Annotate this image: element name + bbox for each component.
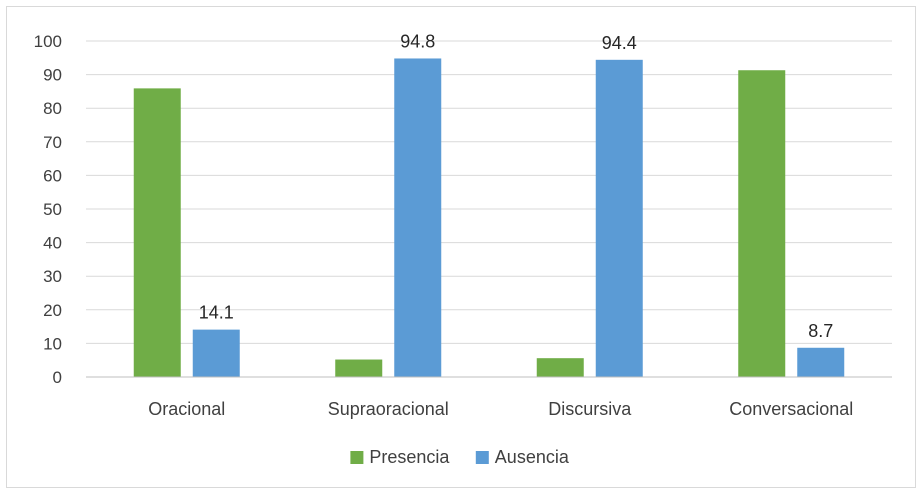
x-category-label: Conversacional: [729, 399, 853, 419]
y-axis: 0 10 20 30 40 50 60 70 80 90 100: [34, 32, 62, 387]
y-tick-label: 0: [53, 368, 62, 387]
bar-ausencia-discursiva: [595, 59, 643, 377]
data-labels: 14.1 94.8 94.4 8.7: [199, 31, 834, 340]
legend-label-presencia: Presencia: [369, 447, 450, 467]
bar-presencia-supraoracional: [335, 359, 383, 377]
y-tick-label: 20: [43, 301, 62, 320]
y-tick-label: 60: [43, 166, 62, 185]
x-category-label: Supraoracional: [328, 399, 449, 419]
legend: Presencia Ausencia: [350, 447, 570, 467]
x-category-label: Discursiva: [548, 399, 632, 419]
x-category-label: Oracional: [148, 399, 225, 419]
y-tick-label: 40: [43, 234, 62, 253]
y-tick-label: 70: [43, 133, 62, 152]
y-tick-label: 10: [43, 334, 62, 353]
y-tick-label: 30: [43, 267, 62, 286]
data-label: 94.8: [400, 31, 435, 51]
y-tick-label: 90: [43, 66, 62, 85]
bar-ausencia-oracional: [192, 329, 240, 377]
y-tick-label: 50: [43, 200, 62, 219]
bar-presencia-oracional: [133, 88, 181, 377]
bar-presencia-discursiva: [536, 358, 584, 377]
bar-ausencia-supraoracional: [394, 58, 442, 378]
legend-swatch-presencia: [350, 451, 364, 464]
bar-ausencia-conversacional: [797, 347, 845, 377]
legend-swatch-ausencia: [475, 451, 489, 464]
bar-presencia-conversacional: [738, 70, 786, 378]
data-label: 94.4: [602, 33, 637, 53]
legend-label-ausencia: Ausencia: [495, 447, 570, 467]
data-label: 14.1: [199, 303, 234, 323]
y-tick-label: 80: [43, 99, 62, 118]
data-label: 8.7: [808, 321, 833, 341]
bars: [133, 58, 845, 378]
y-tick-label: 100: [34, 32, 62, 51]
x-axis: Oracional Supraoracional Discursiva Convers…: [86, 376, 892, 419]
